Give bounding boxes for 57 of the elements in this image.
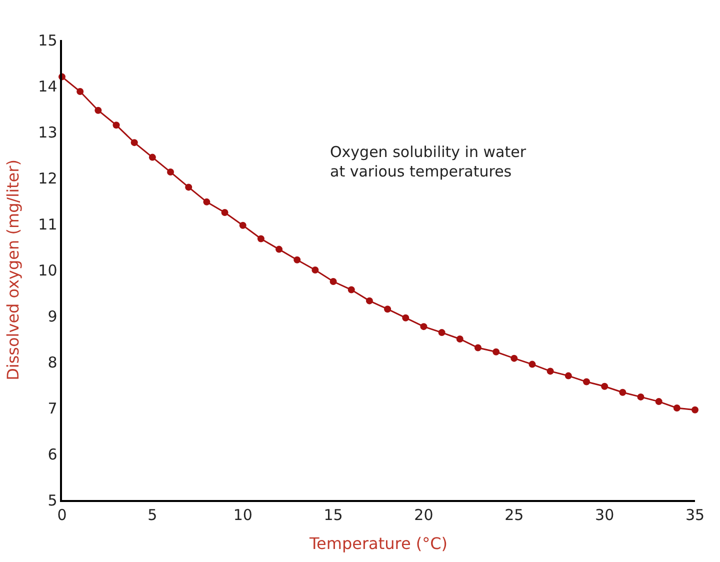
x-axis-title: Temperature (°C) [308,534,448,553]
point [330,278,337,285]
point [203,198,210,206]
y-tick-label: 15 [38,31,58,50]
annotation: Oxygen solubility in water at various temperatures [330,143,527,180]
point [582,378,590,386]
y-tick-label: 7 [48,399,58,418]
x-tick-label: 20 [414,506,434,524]
y-tick-label: 9 [48,307,58,326]
point [564,372,572,380]
point [312,266,319,274]
point [185,184,192,191]
point [221,209,228,216]
point [510,354,518,362]
point [655,398,662,406]
x-tick-label: 25 [504,506,524,524]
point [456,336,464,342]
y-tick-label: 5 [48,491,58,510]
y-tick-label: 6 [48,445,58,464]
point [112,122,120,129]
point [420,323,428,330]
point [167,168,174,176]
x-tick-label: 5 [148,506,158,524]
y-tick-label: 11 [38,215,58,234]
point [148,154,156,161]
point [673,404,680,412]
point [601,382,608,390]
point [294,256,301,264]
x-tick-label: 35 [685,506,705,524]
y-tick-label: 13 [38,123,58,142]
y-tick-label: 8 [48,353,58,372]
x-tick-label: 30 [595,506,614,524]
point [492,348,500,356]
y-tick-label: 12 [38,169,58,188]
point [257,235,264,242]
point [474,344,482,352]
point [94,106,102,114]
point [619,388,626,396]
point [76,88,84,96]
y-tick-label: 14 [38,77,58,96]
point [546,368,554,375]
point [528,360,536,368]
point [438,329,446,336]
point [637,393,644,400]
x-tick-label: 10 [233,506,252,524]
x-tick-label: 15 [324,506,343,524]
point [130,139,138,146]
point [692,406,698,414]
x-tick-label: 0 [57,506,67,524]
point [239,222,246,229]
y-axis-title: Dissolved oxygen (mg/liter) [4,160,23,380]
point [384,306,392,313]
point [366,297,373,304]
point [402,314,410,322]
point [348,286,355,294]
y-tick-label: 10 [38,261,58,280]
point [276,246,283,253]
